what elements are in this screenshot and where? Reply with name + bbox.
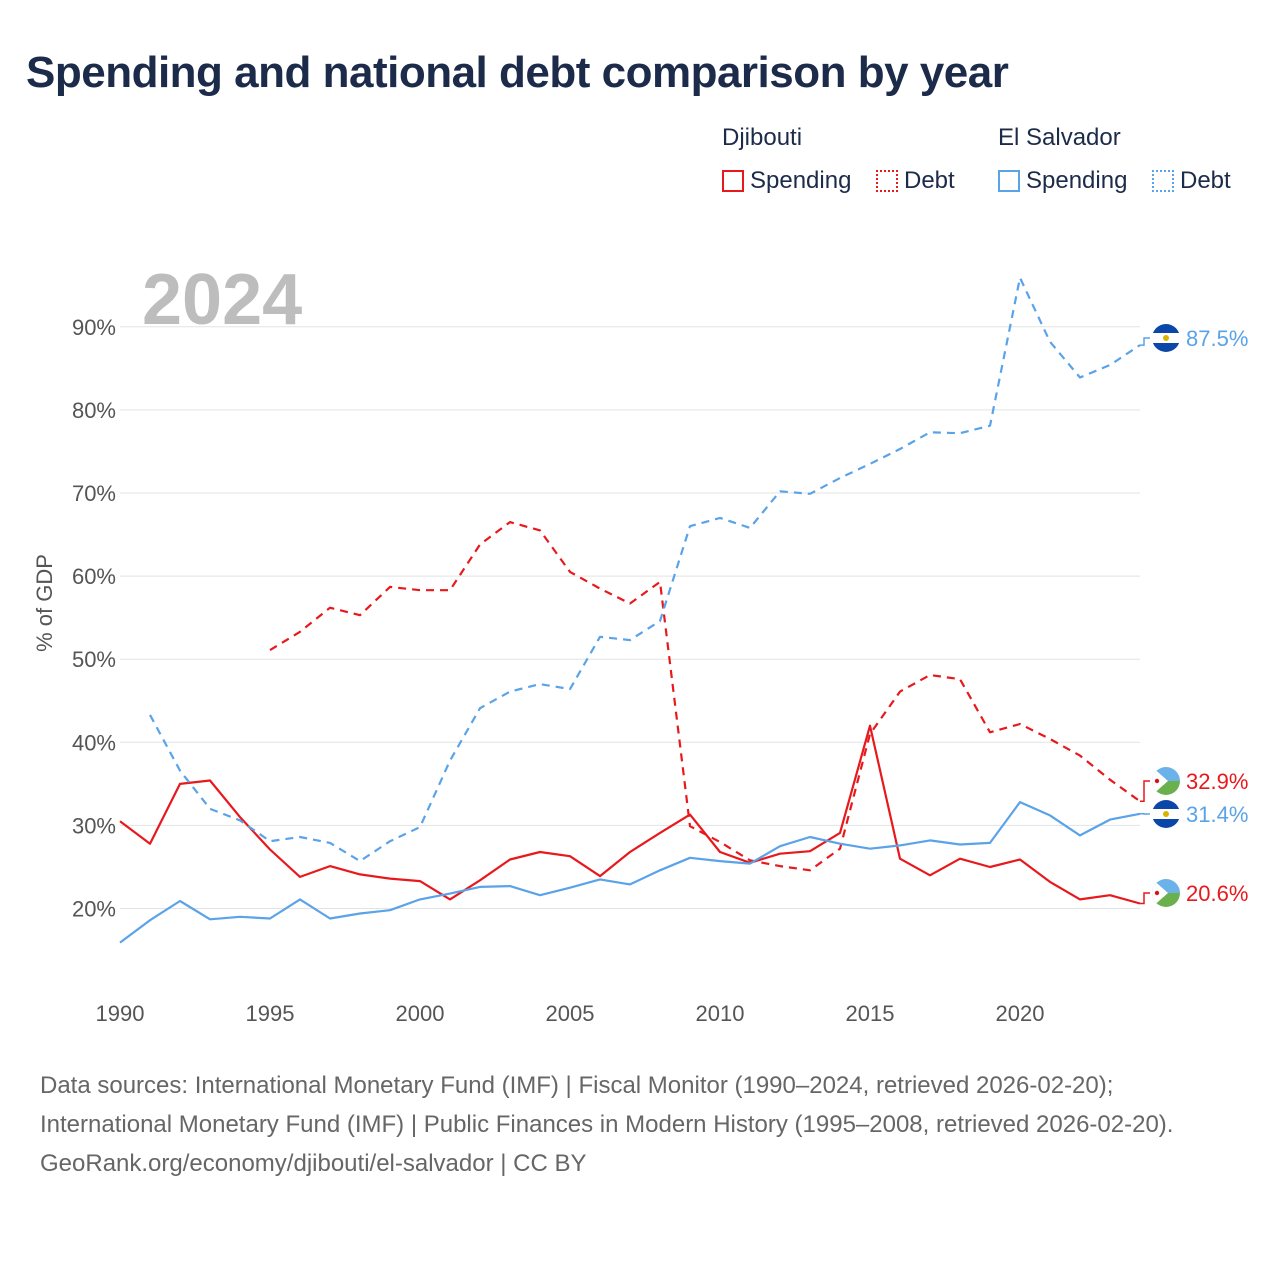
legend-swatch-djibouti-debt	[876, 170, 898, 192]
end-label-el-salvador-debt: 87.5%	[1186, 326, 1248, 351]
x-tick-label-2020: 2020	[996, 1001, 1045, 1026]
end-connector-djibouti-spending	[1140, 892, 1150, 905]
end-label-djibouti-spending: 20.6%	[1186, 881, 1248, 906]
chart-plot: 20% 30% 40% 50% 60% 70% 80% 90% 1990 1995 2000 2005…	[32, 260, 1248, 1026]
x-tick-label-1995: 1995	[246, 1001, 295, 1026]
legend-label-djibouti-debt: Debt	[904, 167, 955, 194]
end-connector-djibouti-debt	[1140, 780, 1150, 803]
y-tick-label-60: 60%	[72, 564, 116, 589]
legend-country-djibouti: Djibouti	[722, 124, 803, 151]
legend-item-el-salvador-debt[interactable]: Debt	[1152, 164, 1231, 198]
legend-item-el-salvador-spending[interactable]: Spending	[998, 164, 1127, 198]
series-line-el-salvador-debt[interactable]	[149, 276, 1141, 863]
x-tick-label-2000: 2000	[396, 1001, 445, 1026]
y-tick-label-90: 90%	[72, 315, 116, 340]
legend-label-djibouti-spending: Spending	[750, 167, 852, 194]
legend-swatch-el-salvador-spending	[998, 170, 1020, 192]
legend-swatch-el-salvador-debt	[1152, 170, 1174, 192]
x-tick-label-1990: 1990	[96, 1001, 145, 1026]
y-tick-label-20: 20%	[72, 897, 116, 922]
legend-item-djibouti-debt[interactable]: Debt	[876, 164, 955, 198]
series-line-djibouti-debt[interactable]	[269, 520, 1141, 872]
chart-title: Spending and national debt comparison by…	[26, 48, 1009, 97]
x-tick-label-2010: 2010	[696, 1001, 745, 1026]
data-sources: Data sources: International Monetary Fun…	[40, 1072, 1174, 1138]
el-salvador-flag-icon	[1152, 800, 1180, 828]
end-label-djibouti-debt: 32.9%	[1186, 769, 1248, 794]
series-line-djibouti-spending[interactable]	[119, 724, 1141, 905]
legend-item-djibouti-spending[interactable]: Spending	[722, 164, 851, 198]
end-label-el-salvador-spending: 31.4%	[1186, 802, 1248, 827]
y-tick-label-80: 80%	[72, 398, 116, 423]
footer: Data sources: International Monetary Fun…	[40, 1066, 1240, 1183]
djibouti-flag-icon	[1152, 879, 1180, 907]
year-label: 2024	[142, 260, 302, 340]
legend-swatch-djibouti-spending	[722, 170, 744, 192]
credit-link[interactable]: GeoRank.org/economy/djibouti/el-salvador…	[40, 1150, 587, 1177]
series-line-el-salvador-spending[interactable]	[119, 800, 1141, 944]
y-tick-label-70: 70%	[72, 481, 116, 506]
end-connector-el-salvador-debt	[1140, 337, 1150, 346]
djibouti-flag-icon	[1152, 767, 1180, 795]
el-salvador-flag-icon	[1152, 324, 1180, 352]
y-axis-title: % of GDP	[32, 554, 57, 652]
legend-country-el-salvador: El Salvador	[998, 124, 1121, 151]
legend-label-el-salvador-spending: Spending	[1026, 167, 1128, 194]
y-tick-label-30: 30%	[72, 813, 116, 838]
y-tick-label-50: 50%	[72, 647, 116, 672]
y-tick-label-40: 40%	[72, 730, 116, 755]
x-tick-label-2005: 2005	[546, 1001, 595, 1026]
legend-label-el-salvador-debt: Debt	[1180, 167, 1231, 194]
x-tick-label-2015: 2015	[846, 1001, 895, 1026]
